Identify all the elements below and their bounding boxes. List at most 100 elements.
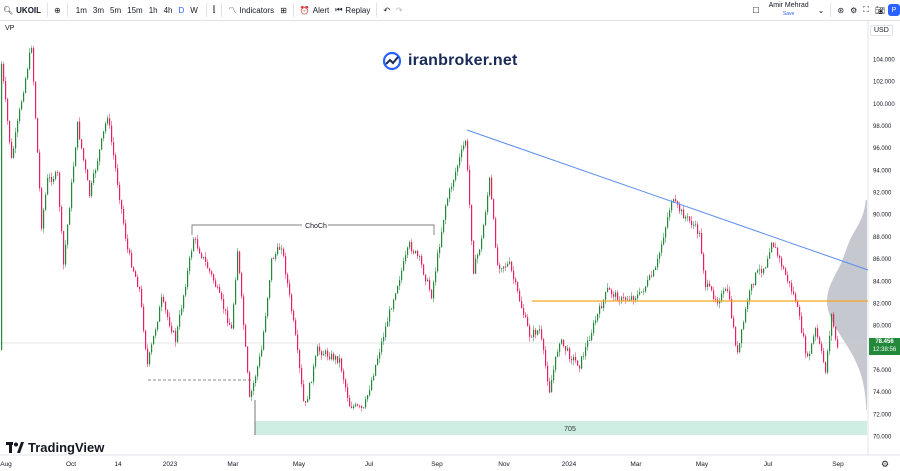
tf-d[interactable]: D <box>178 5 185 15</box>
replay-icon: ⏮ <box>335 5 343 14</box>
templates-button[interactable]: ⊞ <box>277 0 290 20</box>
candle-body <box>315 356 317 367</box>
candle-body <box>179 314 181 327</box>
candle-body <box>731 299 733 319</box>
user-save[interactable]: Amir Mehrad Save <box>763 2 815 18</box>
candle-body <box>513 270 515 280</box>
layout-menu-button[interactable]: ⌄ <box>815 0 828 20</box>
candle-body <box>15 132 17 149</box>
candle-body <box>781 258 783 267</box>
candle-body <box>185 287 187 296</box>
time-axis[interactable]: Aug Oct 14 2023 Mar May Jul Sep Nov 2024 Mar May Jul… <box>0 461 844 468</box>
candle-body <box>53 178 55 182</box>
candle-body <box>769 252 771 259</box>
candle-body <box>203 256 205 258</box>
compare-button[interactable]: ⊕ <box>51 0 64 20</box>
candle-body <box>723 290 725 294</box>
candle-body <box>587 340 589 347</box>
price-tick: 74.000 <box>873 390 892 396</box>
candle-body <box>139 287 141 290</box>
candle-body <box>575 357 577 361</box>
tf-5m[interactable]: 5m <box>110 5 122 15</box>
candle-body <box>531 336 533 338</box>
candle-body <box>701 232 703 254</box>
candle-body <box>333 353 335 360</box>
candle-body <box>597 313 599 321</box>
candle-body <box>253 383 255 391</box>
redo-button[interactable]: ↷ <box>393 0 406 20</box>
candle-body <box>561 339 563 344</box>
undo-button[interactable]: ↶ <box>380 0 393 20</box>
time-tick: May <box>696 461 709 468</box>
chart-type-button[interactable]: ⫿ <box>210 0 219 20</box>
tradingview-brand[interactable]: TradingView <box>6 440 104 455</box>
candle-body <box>695 224 697 226</box>
candle-body <box>593 322 595 334</box>
chart-settings-icon[interactable]: ⚙ <box>881 459 890 469</box>
candle-body <box>571 358 573 361</box>
candle-body <box>415 250 417 254</box>
candle-body <box>211 271 213 275</box>
currency-label[interactable]: USD <box>870 25 893 36</box>
time-tick: Nov <box>498 461 510 468</box>
candle-body <box>507 263 509 267</box>
tf-15m[interactable]: 15m <box>127 5 143 15</box>
candle-body <box>815 328 817 337</box>
demand-zone[interactable] <box>255 421 867 435</box>
settings-button[interactable]: ⚙ <box>847 0 860 20</box>
candle-body <box>231 325 233 329</box>
candle-body <box>801 316 803 333</box>
price-axis[interactable]: 104.000 102.000 100.000 98.000 96.000 94.000 9… <box>873 58 895 441</box>
candle-body <box>537 330 539 335</box>
candle-body <box>23 92 25 102</box>
tf-1m[interactable]: 1m <box>75 5 87 15</box>
candle-body <box>281 248 283 250</box>
fullscreen-button[interactable]: ⛶ <box>860 0 872 20</box>
price-tick: 92.000 <box>873 191 892 197</box>
candle-body <box>149 352 151 365</box>
candle-body <box>229 322 231 326</box>
candle-body <box>599 306 601 314</box>
alert-button[interactable]: ⏰ Alert <box>297 0 332 20</box>
candle-body <box>5 81 7 100</box>
candle-body <box>163 297 165 302</box>
candle-body <box>263 331 265 350</box>
candle-body <box>103 131 105 139</box>
indicators-button[interactable]: 〽 Indicators <box>225 0 277 20</box>
symbol-search[interactable]: 🔍︎ UKOIL <box>0 0 44 20</box>
candle-body <box>131 253 133 268</box>
replay-button[interactable]: ⏮ Replay <box>332 0 373 20</box>
tf-w[interactable]: W <box>190 5 198 15</box>
trend-line[interactable] <box>466 129 869 271</box>
candle-body <box>527 317 529 327</box>
snapshot-button[interactable]: 📷︎ <box>872 0 888 20</box>
vp-indicator-label[interactable]: VP <box>5 25 15 32</box>
profile-button[interactable]: P <box>888 4 900 16</box>
candle-body <box>101 138 103 150</box>
candle-body <box>479 249 481 255</box>
candle-body <box>439 247 441 254</box>
candle-body <box>677 201 679 205</box>
tf-1h[interactable]: 1h <box>148 5 158 15</box>
right-tools: ☐ Amir Mehrad Save ⌄ ⊛ ⚙ ⛶ 📷︎ P <box>749 0 900 20</box>
tf-3m[interactable]: 3m <box>92 5 104 15</box>
candle-body <box>167 310 169 318</box>
layout-button[interactable]: ☐ <box>749 0 762 20</box>
candle-body <box>539 329 541 331</box>
time-tick: 14 <box>114 461 122 468</box>
candle-body <box>627 299 629 301</box>
candle-body <box>681 209 683 212</box>
candle-body <box>721 293 723 302</box>
candle-body <box>545 350 547 366</box>
candle-body <box>97 161 99 171</box>
price-tick: 104.000 <box>873 58 895 64</box>
candle-body <box>705 270 707 287</box>
symbol-label: UKOIL <box>16 5 42 15</box>
quick-search-button[interactable]: ⊛ <box>834 0 847 20</box>
candle-body <box>151 344 153 353</box>
candle-body <box>487 195 489 213</box>
candle-body <box>175 330 177 342</box>
tf-4h[interactable]: 4h <box>163 5 173 15</box>
candle-body <box>377 358 379 365</box>
